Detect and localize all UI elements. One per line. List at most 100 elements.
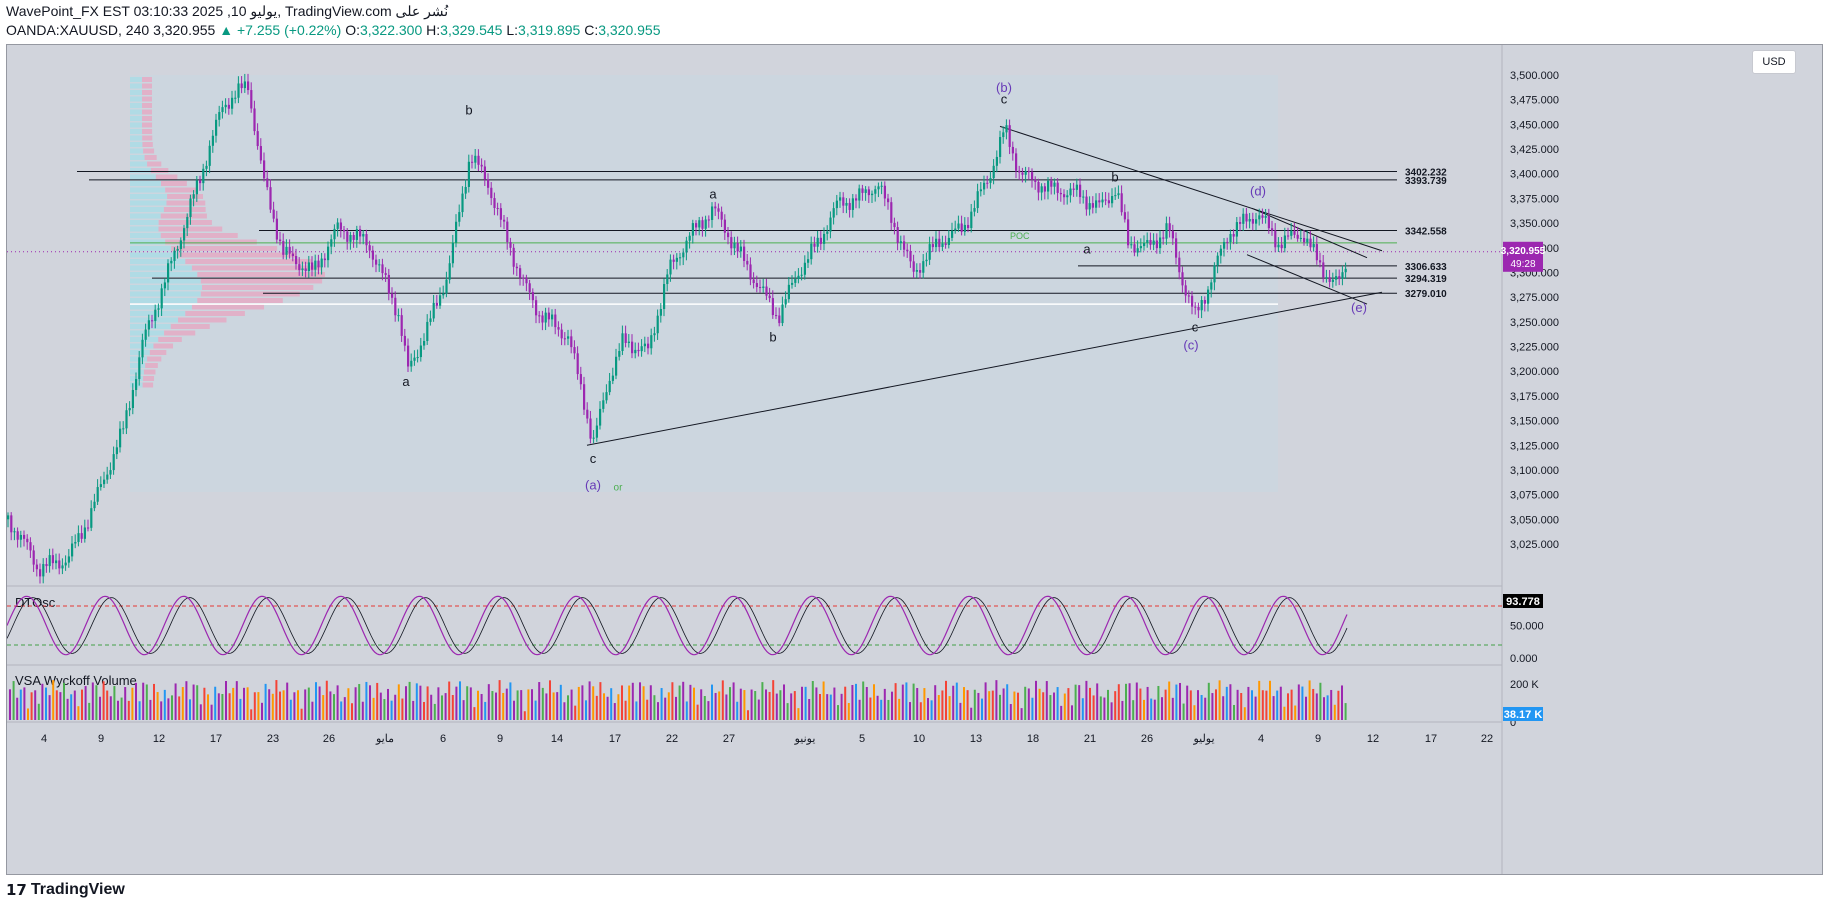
- volume-bar: [1323, 697, 1325, 720]
- profile-bar-down: [165, 239, 257, 245]
- volume-bar: [1157, 685, 1160, 720]
- volume-bar: [581, 685, 584, 720]
- wave-label: a: [1083, 242, 1091, 257]
- profile-bar-down: [185, 311, 245, 316]
- volume-bar: [214, 686, 217, 720]
- candle-body: [186, 216, 189, 229]
- candle-body: [1226, 241, 1229, 243]
- candle-body: [1031, 172, 1034, 180]
- candle-body: [586, 409, 589, 419]
- profile-bar-up: [130, 161, 148, 167]
- brand-name: TradingView: [30, 881, 125, 898]
- candle-body: [547, 312, 550, 320]
- volume-bar: [1168, 681, 1171, 720]
- price-tick-label: 3,075.000: [1510, 490, 1559, 502]
- candle-body: [435, 302, 438, 306]
- price-tick-label: 3,250.000: [1510, 317, 1559, 329]
- candle-body: [426, 321, 429, 342]
- price-tick-label: 3,450.000: [1510, 119, 1559, 131]
- time-axis: 4 9 12 17 23 26 مايو 6 9 14 17 22 27 يونيو 5 10 13 18 21 26…: [41, 733, 1493, 745]
- candle-body: [1296, 234, 1299, 239]
- candle-body: [749, 264, 752, 280]
- candle-body: [119, 428, 122, 448]
- volume-bar: [441, 695, 443, 720]
- candle-body: [1152, 240, 1155, 245]
- volume-bar: [797, 708, 800, 720]
- volume-bar: [394, 694, 397, 720]
- up-triangle-icon: ▲: [219, 22, 234, 38]
- volume-bar: [1042, 692, 1045, 720]
- candle-body: [906, 249, 909, 252]
- candle-body: [71, 543, 74, 557]
- candle-body: [912, 261, 915, 272]
- candle-body: [573, 347, 576, 354]
- candle-body: [365, 234, 368, 246]
- candle-body: [77, 533, 80, 542]
- volume-bar: [1071, 705, 1073, 720]
- volume-bar: [1099, 696, 1102, 720]
- candle-body: [752, 279, 755, 284]
- price-tick-label: 3,100.000: [1510, 465, 1559, 477]
- symbol-name[interactable]: OANDA:XAUUSD, 240: [6, 22, 150, 38]
- volume-profile: [130, 77, 325, 388]
- volume-bar: [289, 699, 292, 720]
- candle-body: [154, 309, 157, 321]
- level-label: 3342.558: [1405, 226, 1447, 237]
- volume-bar: [318, 686, 321, 720]
- profile-bar-up: [130, 116, 143, 121]
- volume-bar: [603, 693, 605, 720]
- volume-bar: [192, 684, 195, 720]
- profile-bar-down: [142, 142, 153, 147]
- price-tick-label: 3,200.000: [1510, 366, 1559, 378]
- price-tick-label: 3,500.000: [1510, 70, 1559, 82]
- candle-body: [551, 314, 554, 320]
- volume-bar: [527, 689, 530, 720]
- volume-bar: [1053, 692, 1055, 720]
- volume-bar: [1197, 690, 1199, 720]
- volume-bar: [484, 701, 487, 720]
- candle-body: [775, 315, 778, 317]
- volume-bar: [1125, 683, 1127, 720]
- volume-bar: [1020, 708, 1023, 720]
- chart-canvas[interactable]: DTOsc VSA Wyckoff Volume 3402.2323393.73…: [6, 45, 1822, 874]
- candle-body: [131, 389, 134, 409]
- candle-body: [419, 345, 422, 358]
- volume-bar: [1060, 705, 1063, 720]
- candle-body: [96, 487, 99, 502]
- profile-bar-down: [145, 363, 158, 368]
- dtosc-last-value: 93.778: [1506, 596, 1540, 608]
- time-tick-label: 17: [1425, 733, 1437, 745]
- candle-body: [87, 527, 90, 529]
- candle-body: [224, 104, 227, 108]
- volume-bar: [585, 700, 587, 720]
- candle-body: [567, 336, 570, 339]
- profile-bar-down: [171, 246, 278, 251]
- profile-bar-down: [197, 298, 283, 303]
- volume-bar: [1240, 693, 1243, 720]
- candle-body: [423, 341, 426, 346]
- volume-bar: [1305, 696, 1307, 720]
- volume-bar: [991, 690, 994, 720]
- wave-label: c: [590, 451, 597, 466]
- candle-body: [1155, 240, 1158, 249]
- candle-body: [144, 329, 147, 340]
- candle-body: [995, 156, 998, 166]
- volume-bar: [1265, 690, 1268, 720]
- candle-body: [871, 193, 874, 196]
- candle-body: [1312, 244, 1315, 248]
- volume-bar: [851, 684, 854, 720]
- candle-body: [858, 188, 861, 201]
- volume-bar: [617, 694, 620, 720]
- volume-bar: [124, 687, 127, 720]
- profile-bar-up: [130, 285, 203, 290]
- currency-selector[interactable]: USD: [1752, 50, 1796, 74]
- volume-bar: [365, 681, 368, 720]
- candle-body: [525, 277, 528, 284]
- candle-body: [1114, 195, 1117, 197]
- volume-bar: [642, 686, 645, 720]
- chart-area[interactable]: DTOsc VSA Wyckoff Volume 3402.232 3393.73…: [6, 44, 1823, 875]
- candle-body: [695, 223, 698, 228]
- volume-bar: [369, 685, 371, 720]
- volume-bar: [19, 689, 22, 720]
- volume-bar: [592, 686, 595, 720]
